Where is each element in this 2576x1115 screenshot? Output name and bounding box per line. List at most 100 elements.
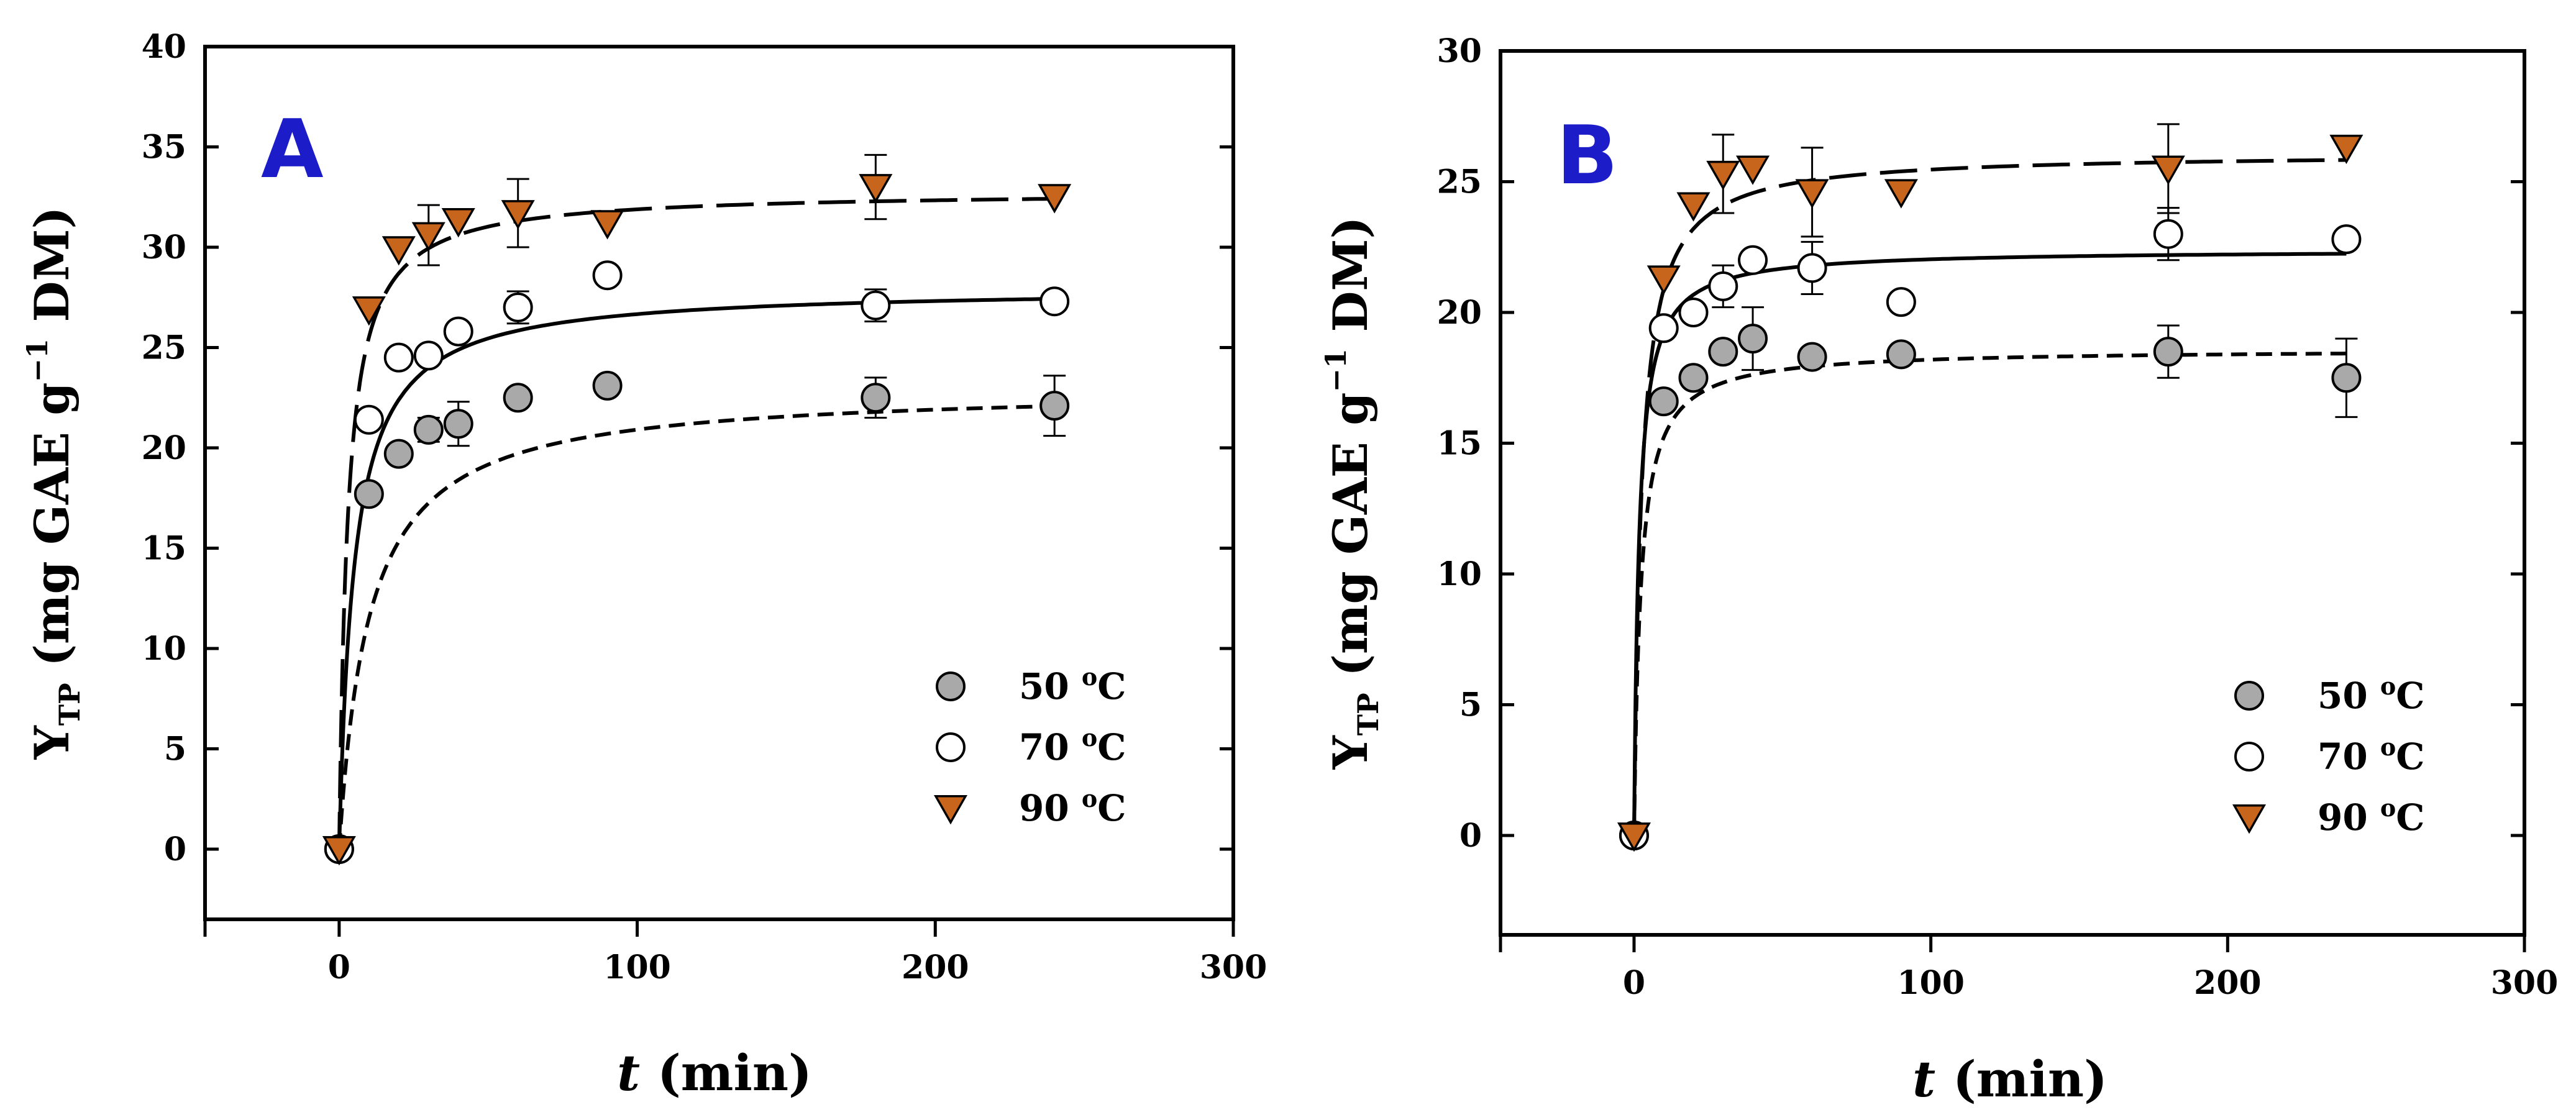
data-point-70	[2153, 219, 2183, 249]
data-point-90	[1647, 265, 1681, 295]
y-label-superscript: −1	[1319, 348, 1353, 393]
data-point-70	[1678, 298, 1709, 328]
data-point-50	[1708, 337, 1738, 367]
legend-marker-70	[2234, 742, 2264, 771]
fit-curve-90	[337, 197, 1055, 850]
data-point-90	[2151, 155, 2185, 185]
y-tick-label: 0	[164, 831, 186, 868]
y-label-text: (mg GAE g	[24, 383, 80, 683]
legend-value: 90	[2318, 796, 2380, 839]
legend-marker-90	[933, 795, 968, 825]
y-tick-label: 30	[1437, 32, 1482, 70]
data-point-90	[322, 836, 356, 866]
legend-label-90: 90 oC	[2318, 794, 2424, 839]
data-point-90	[2329, 134, 2364, 165]
y-tick-label: 15	[142, 529, 186, 567]
data-point-90	[1706, 160, 1740, 191]
x-axis-label: t (min)	[617, 1044, 812, 1102]
data-point-50	[1039, 391, 1070, 421]
data-point-90	[1617, 822, 1651, 852]
data-point-90	[352, 296, 386, 326]
legend-label-50: 50 oC	[1019, 663, 1126, 708]
data-point-50	[503, 383, 533, 413]
x-axis-label-unit: (min)	[657, 1044, 812, 1102]
data-point-90	[590, 210, 624, 240]
data-point-90	[381, 236, 416, 266]
y-label-main: Y	[1323, 735, 1378, 770]
data-point-50	[1886, 339, 1916, 370]
data-point-50	[1797, 342, 1827, 372]
y-tick-label: 35	[142, 128, 186, 166]
data-point-90	[1676, 192, 1710, 222]
data-point-90	[501, 200, 535, 230]
data-point-90	[1884, 179, 1918, 209]
y-axis-label: YTP (mg GAE g−1 DM)	[1319, 217, 1385, 770]
fit-curve-50	[337, 404, 1055, 850]
data-point-90	[1038, 184, 1072, 214]
legend-degree: o	[1082, 785, 1097, 812]
legend-unit: C	[2396, 735, 2424, 778]
data-point-50	[1678, 363, 1709, 393]
x-tick-label: 200	[902, 949, 969, 986]
y-label-text-end: DM)	[24, 207, 80, 339]
legend-label-50: 50 oC	[2318, 672, 2424, 717]
data-point-70	[1648, 313, 1679, 344]
data-point-70	[443, 316, 473, 347]
y-label-text-end: DM)	[1323, 217, 1378, 348]
x-tick-label: 0	[328, 949, 350, 986]
x-axis-label-variable: t	[617, 1044, 657, 1102]
legend-unit: C	[1097, 726, 1126, 768]
legend-unit: C	[2396, 796, 2424, 839]
y-label-text: (mg GAE g	[1323, 393, 1378, 693]
legend-value: 70	[2318, 735, 2380, 778]
data-point-90	[441, 208, 475, 238]
legend-degree: o	[2380, 794, 2396, 822]
legend-unit: C	[1097, 665, 1126, 708]
data-point-70	[1708, 271, 1738, 301]
y-label-subscript: TP	[53, 683, 86, 726]
data-point-50	[592, 370, 623, 401]
x-axis-label-unit: (min)	[1953, 1050, 2108, 1108]
y-axis-label: YTP (mg GAE g−1 DM)	[21, 207, 86, 760]
legend-unit: C	[2396, 675, 2424, 717]
y-tick-label: 20	[142, 429, 186, 467]
y-tick-label: 40	[142, 28, 186, 66]
data-point-50	[861, 383, 891, 413]
data-point-70	[413, 340, 444, 371]
panel-label: B	[1556, 108, 1618, 203]
data-point-70	[383, 342, 414, 373]
y-tick-label: 10	[1437, 555, 1482, 593]
x-tick-label: 100	[603, 949, 671, 986]
y-tick-label: 5	[164, 730, 186, 768]
fit-curve-70	[337, 297, 1055, 850]
data-point-90	[1736, 155, 1770, 185]
legend-label-70: 70 oC	[2318, 733, 2424, 778]
legend-value: 50	[1019, 665, 1082, 708]
y-label-superscript: −1	[21, 339, 54, 383]
data-point-70	[592, 260, 623, 291]
data-point-70	[1738, 245, 1768, 275]
y-tick-label: 15	[1437, 425, 1482, 463]
fit-curve-70	[1632, 252, 2347, 836]
legend-label-90: 90 oC	[1019, 785, 1126, 829]
data-point-90	[411, 222, 445, 252]
legend-marker-50	[2234, 681, 2264, 711]
y-tick-label: 10	[142, 630, 186, 668]
panel-a: 0 5 10 15 20 25 30 35 40 0 100 200 300 t (min) YTP (mg…	[21, 28, 1267, 1102]
y-tick-label: 5	[1459, 686, 1482, 724]
data-point-50	[1648, 386, 1679, 417]
y-tick-label: 30	[142, 229, 186, 266]
data-point-70	[354, 404, 384, 435]
legend-label-70: 70 oC	[1019, 724, 1126, 768]
data-point-70	[2331, 224, 2362, 255]
legend-value: 90	[1019, 787, 1082, 829]
legend-degree: o	[2380, 733, 2396, 761]
data-point-50	[383, 439, 414, 469]
x-tick-label: 0	[1623, 964, 1645, 1002]
data-point-50	[413, 414, 444, 445]
data-point-50	[443, 409, 473, 439]
data-point-70	[503, 292, 533, 322]
y-tick-label: 0	[1459, 817, 1482, 855]
